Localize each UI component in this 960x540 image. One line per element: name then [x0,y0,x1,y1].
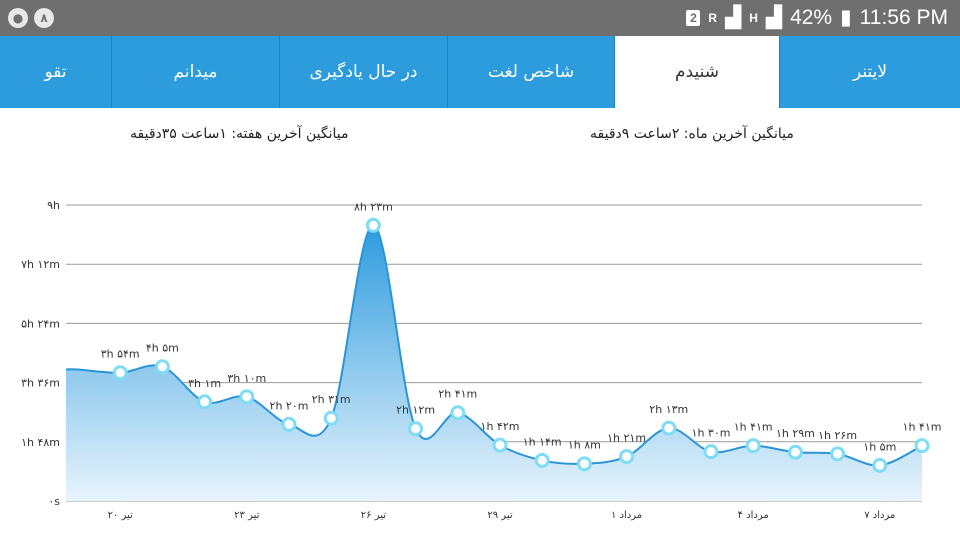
x-tick-label: ۴ مرداد [738,510,769,521]
data-point[interactable] [787,444,803,460]
y-tick-label: ۹h [47,199,60,212]
y-tick-label: ۱h ۴۸m [21,436,60,449]
data-value-label: ۱h ۵m [863,440,896,453]
data-value-label: ۸h ۲۳m [354,200,393,213]
signal-strength-icon: ▟ [765,6,783,29]
x-tick-label: ۲۰ تیر [108,510,133,521]
data-point[interactable] [408,421,424,437]
data-value-label: ۴h ۵m [146,342,179,355]
data-point[interactable] [492,437,508,453]
data-value-label: ۱h ۳۰m [692,427,731,440]
tab-word-index[interactable]: شاخص لغت [448,36,615,108]
data-point[interactable] [872,457,888,473]
battery-icon: ▮ [840,6,852,29]
x-tick-label: ۲۶ تیر [361,510,386,521]
data-type-indicator: H [749,10,758,25]
data-value-label: ۲h ۲۰m [270,399,309,412]
usage-area-chart: ۰s ۱h ۴۸m ۳h ۳۶m ۵h ۲۴m ۷h ۱۲m ۹h ۲۰ تیر ۲۳ تیر… [21,199,942,521]
data-value-label: ۳h ۱m [188,377,221,390]
month-average: میانگین آخرین ماه: ۲ساعت ۹دقیقه [590,126,794,142]
data-value-label: ۱h ۲۱m [607,432,646,445]
y-tick-label: ۳h ۳۶m [21,377,60,390]
data-point[interactable] [365,217,381,233]
roaming-indicator: R [708,10,718,25]
data-point[interactable] [154,359,170,375]
week-average: میانگین آخرین هفته: ۱ساعت ۳۵دقیقه [130,126,349,142]
y-tick-label: ۷h ۱۲m [21,258,60,271]
signal-icon: ▟ [725,6,742,29]
data-point[interactable] [323,410,339,426]
data-value-label: ۲h ۱۲m [396,404,435,417]
data-value-label: ۲h ۳۱m [312,393,351,406]
data-point[interactable] [914,438,930,454]
data-value-label: ۳h ۱۰m [227,372,266,385]
data-value-label: ۲h ۴۱m [438,388,477,401]
status-bar: ● ۸ 2 R ▟ H ▟ 42% ▮ 11:56 PM [0,0,960,36]
sim-icon: 2 [686,9,701,26]
data-value-label: ۱h ۸m [568,439,601,452]
notification-icon: ● [8,8,28,28]
data-value-label: ۱h ۲۶m [818,429,857,442]
tab-taqvo[interactable]: تقو [0,36,112,108]
data-point[interactable] [745,438,761,454]
series-area [66,225,922,501]
data-point[interactable] [703,444,719,460]
battery-percent: 42% [790,5,833,29]
tab-leitner[interactable]: لایتنر [852,62,888,82]
data-point[interactable] [661,420,677,436]
data-point[interactable] [112,365,128,381]
data-value-label: ۱h ۴۱m [734,421,773,434]
data-point[interactable] [281,416,297,432]
data-point[interactable] [619,449,635,465]
data-point[interactable] [197,394,213,410]
notification-count-badge: ۸ [34,8,54,28]
y-tick-label: ۵h ۲۴m [21,317,60,330]
data-value-label: ۱h ۱۴m [523,435,562,448]
data-value-label: ۲h ۱۳m [649,403,688,416]
x-tick-label: ۲۳ تیر [234,510,259,521]
data-point[interactable] [576,456,592,472]
data-value-label: ۱h ۴۲m [481,420,520,433]
data-value-label: ۱h ۲۹m [776,427,815,440]
tab-midanam[interactable]: میدانم [112,36,280,108]
tab-bar: تقو میدانم در حال یادگیری شاخص لغت شنیدم… [0,36,960,108]
data-point[interactable] [239,389,255,405]
data-value-label: ۱h ۴۱m [903,421,942,434]
data-point[interactable] [534,452,550,468]
tab-learning[interactable]: در حال یادگیری [280,36,448,108]
data-point[interactable] [830,446,846,462]
tab-heard[interactable]: شنیدم [615,36,780,108]
x-tick-label: ۲۹ تیر [487,510,512,521]
data-point[interactable] [450,405,466,421]
x-tick-label: ۱ مرداد [611,510,642,521]
clock: 11:56 PM [859,5,948,29]
x-tick-label: ۷ مرداد [864,510,895,521]
data-value-label: ۳h ۵۴m [101,348,140,361]
y-tick-label: ۰s [48,495,60,508]
